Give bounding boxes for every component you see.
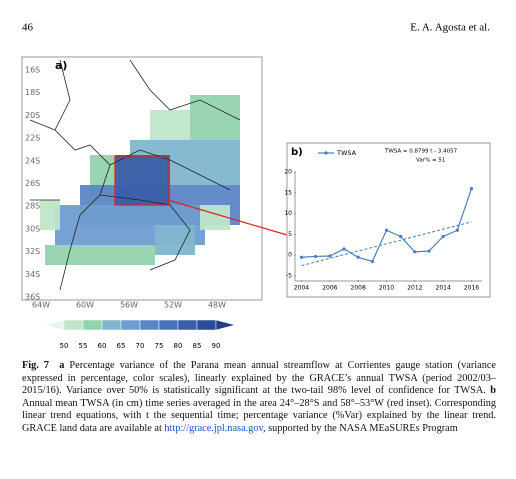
running-head: E. A. Agosta et al. (410, 22, 490, 34)
colorbar-tick-label: 50 (60, 342, 69, 350)
data-point (455, 228, 459, 232)
data-point (370, 259, 374, 264)
red-inset (114, 156, 169, 206)
lat-label: 26S (25, 179, 40, 188)
lon-label: 64W (32, 301, 50, 310)
connector (167, 199, 288, 236)
colorbar-segment (139, 319, 160, 331)
data-point (314, 254, 318, 259)
x-tick-label: 2004 (294, 285, 309, 292)
caption-text: , supported by the NASA MEaSUREs Program (262, 422, 458, 434)
x-tick-label: 2014 (436, 285, 451, 292)
annotation: Var% = 51 (416, 158, 445, 164)
panel-label: b) (291, 147, 303, 158)
legend-label: TWSA (336, 149, 357, 157)
x-tick-label: 2010 (379, 285, 394, 292)
caption-link[interactable]: http://grace.jpl.nasa.gov (164, 422, 263, 434)
colorbar-tick-label: 90 (212, 342, 221, 350)
x-tick-label: 2006 (322, 285, 337, 292)
x-tick-label: 2012 (407, 285, 422, 292)
colorbar-tick-label: 55 (79, 342, 88, 350)
map-panel: a) (21, 56, 288, 301)
colorbar-tick-label: 70 (136, 342, 145, 350)
lon-label: 60W (76, 301, 94, 310)
borders (29, 59, 241, 291)
x-tick-label: 2008 (351, 285, 366, 292)
y-tick-label: -5 (286, 273, 292, 280)
y-tick-label: 5 (288, 231, 292, 238)
colorbar-tick-label: 65 (117, 342, 126, 350)
lon-label: 52W (164, 301, 182, 310)
data-point (427, 249, 431, 253)
lat-label: 22S (25, 134, 40, 143)
y-tick-label: 15 (284, 189, 292, 196)
lat-label: 16S (25, 66, 40, 75)
data-point (328, 254, 332, 258)
caption-text: Percentage variance of the Parana mean a… (22, 360, 496, 397)
data-point (356, 255, 360, 259)
colorbar-segment (177, 319, 198, 331)
colorbar-tick-label: 60 (98, 342, 107, 350)
lat-label: 32S (25, 247, 40, 256)
lat-label: 34S (25, 270, 40, 279)
lat-label: 28S (25, 202, 40, 211)
colorbar-tick-label: 75 (155, 342, 164, 350)
lat-label: 36S (25, 293, 40, 302)
colorbar-segment (158, 319, 179, 331)
data-point (384, 228, 389, 232)
data-point (413, 250, 417, 254)
lat-label: 30S (25, 224, 40, 233)
page-number: 46 (22, 22, 34, 34)
legend-swatch (324, 151, 328, 155)
data-point (299, 255, 304, 259)
caption-b: b (490, 385, 497, 397)
caption: Fig. 7 a Percentage variance of the Para… (22, 360, 496, 436)
colorbar-tick-label: 85 (193, 342, 202, 350)
trend-line (301, 221, 472, 267)
lon-label: 56W (120, 301, 138, 310)
data-point (469, 187, 474, 191)
colorbar-tick-label: 80 (174, 342, 183, 350)
lon-label: 48W (208, 301, 226, 310)
lat-label: 24S (25, 156, 40, 165)
annotation: TWSA = 0.8799 t - 3.4057 (384, 149, 458, 155)
caption-text: Annual mean TWSA (in cm) time series ave… (22, 397, 496, 434)
colorbar-segment (196, 319, 217, 331)
colorbar-segment (215, 319, 236, 331)
y-tick-label: 0 (288, 252, 292, 259)
colorbar-segment (63, 319, 84, 331)
colorbar-segment (120, 319, 141, 331)
x-tick-label: 2016 (464, 285, 479, 292)
panel-label: a) (55, 59, 67, 72)
caption-a: a (59, 360, 65, 371)
colorbar-segment (82, 319, 103, 331)
chart-frame (286, 142, 491, 298)
lat-label: 20S (25, 111, 40, 120)
caption-label: Fig. 7 (22, 360, 50, 371)
colorbar-segment (101, 319, 122, 331)
data-point (342, 247, 346, 251)
map-cells (40, 95, 240, 265)
data-point (441, 234, 445, 239)
data-point (399, 234, 403, 239)
y-tick-label: 10 (284, 210, 292, 217)
y-tick-label: 20 (284, 169, 292, 176)
colorbar-segment (44, 319, 65, 331)
lat-label: 18S (25, 88, 40, 97)
